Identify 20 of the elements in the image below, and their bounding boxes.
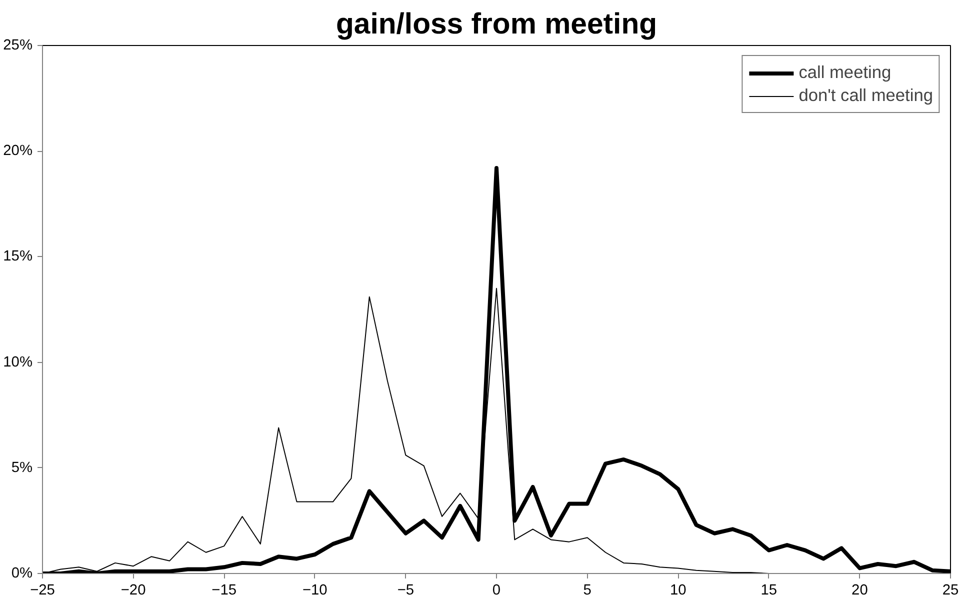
y-tick-label: 5% <box>11 460 33 476</box>
x-tick-label: 10 <box>670 582 686 598</box>
legend-label: call meeting <box>798 62 892 83</box>
legend-label: don't call meeting <box>798 85 933 106</box>
x-tick-label: −15 <box>212 582 237 598</box>
y-tick-label: 25% <box>3 38 33 54</box>
x-tick-label: 0 <box>492 582 501 598</box>
x-tick-label: −10 <box>302 582 328 598</box>
x-tick-label: 15 <box>760 582 778 598</box>
x-tick-label: 20 <box>852 582 868 598</box>
y-tick-label: 0% <box>11 566 33 582</box>
x-tick-label: 5 <box>583 582 592 598</box>
x-tick-label: 25 <box>942 582 959 598</box>
chart-title: gain/loss from meeting <box>336 8 658 40</box>
y-tick-label: 10% <box>3 354 33 370</box>
y-tick-label: 20% <box>3 143 33 160</box>
x-tick-label: −5 <box>397 582 414 598</box>
y-tick-label: 15% <box>3 248 33 265</box>
x-tick-label: −25 <box>30 582 55 598</box>
x-tick-label: −20 <box>120 582 146 598</box>
